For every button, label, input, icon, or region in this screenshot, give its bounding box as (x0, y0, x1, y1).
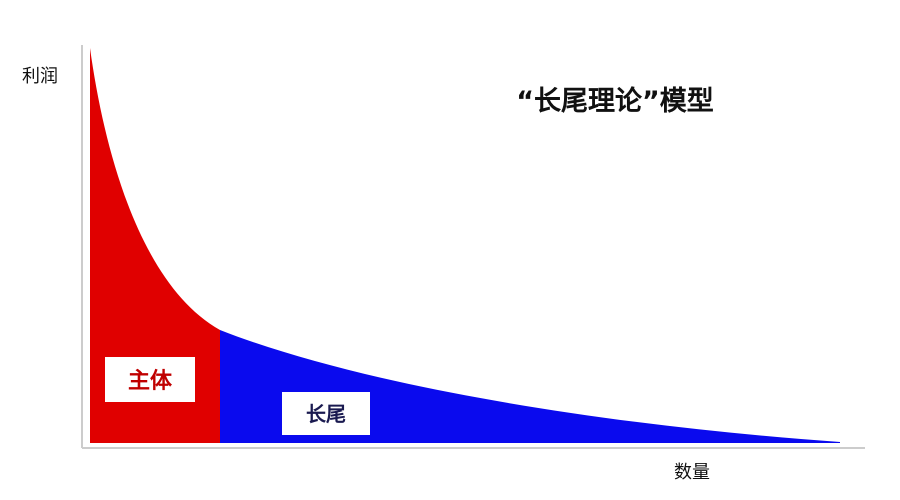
tail-label: 长尾 (306, 402, 346, 426)
head-label-box (105, 357, 195, 402)
y-axis-label: 利润 (22, 66, 58, 87)
tail-region (220, 330, 840, 443)
head-label: 主体 (128, 369, 173, 394)
head-region (90, 48, 220, 443)
tail-label-box (282, 392, 370, 435)
x-axis-label: 数量 (674, 462, 710, 483)
title: “长尾理论”模型 (516, 86, 714, 117)
